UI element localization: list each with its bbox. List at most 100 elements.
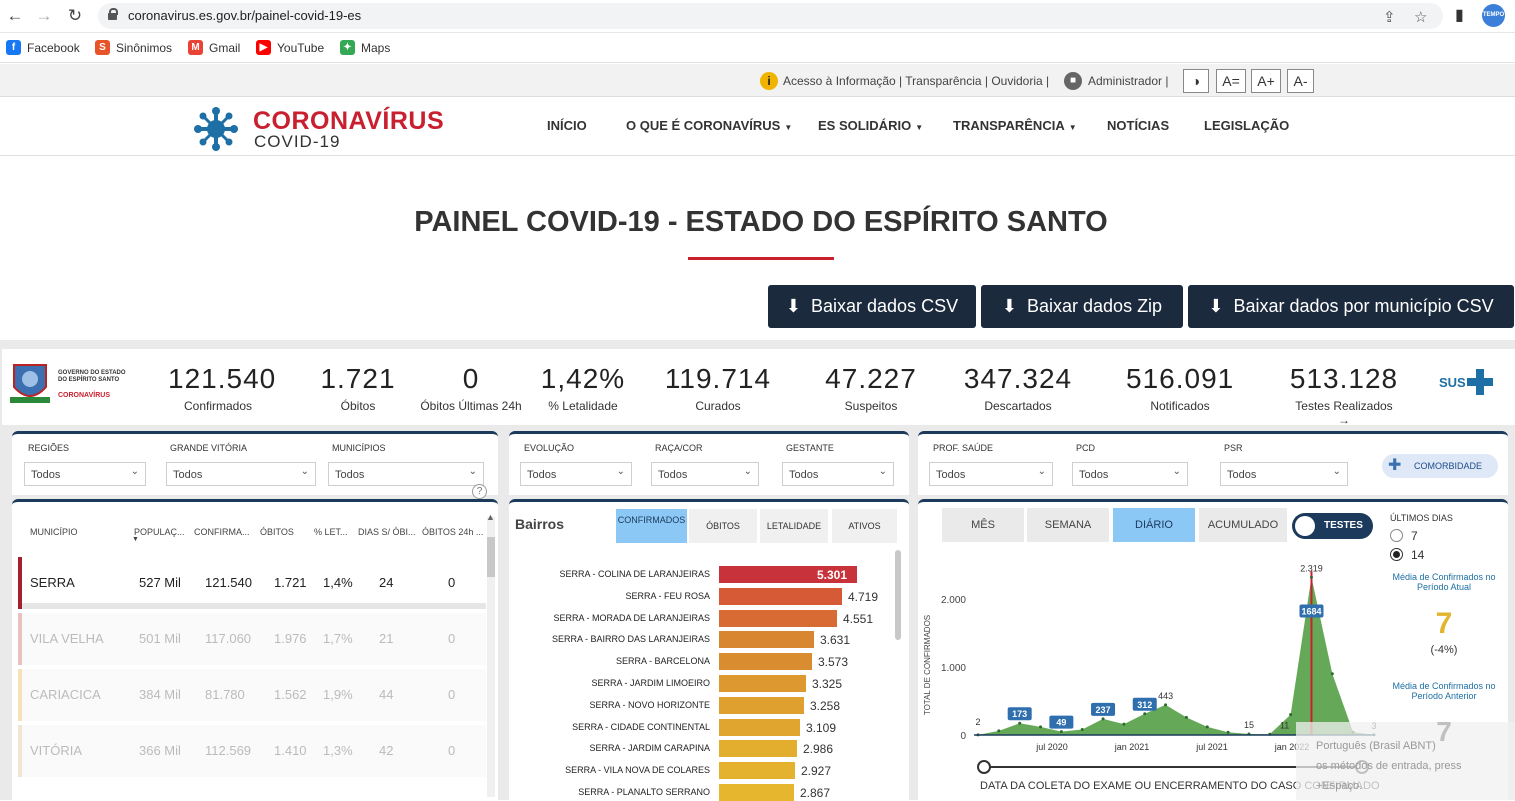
bairros-tab-3[interactable]: ATIVOS	[832, 509, 897, 543]
address-bar[interactable]: coronavirus.es.gov.br/painel-covid-19-es…	[98, 3, 1443, 29]
table-row[interactable]: VITÓRIA 366 Mil 112.569 1.410 1,3% 42 0	[18, 725, 486, 777]
nav-item-4[interactable]: NOTÍCIAS	[1107, 118, 1169, 133]
data-point[interactable]	[1184, 715, 1188, 719]
filter-select[interactable]: Todos ⌄	[166, 462, 316, 486]
nav-item-0[interactable]: INÍCIO	[547, 118, 587, 133]
font-increase-button[interactable]: A+	[1251, 69, 1281, 93]
data-point[interactable]	[1226, 730, 1230, 734]
chart-tab-3[interactable]: ACUMULADO	[1199, 508, 1287, 542]
bookmark-star-icon[interactable]: ☆	[1414, 9, 1428, 26]
column-header[interactable]: ÓBITOS 24h ...	[422, 527, 484, 537]
column-header[interactable]: POPULAÇ...	[134, 527, 185, 537]
admin-link[interactable]: Administrador |	[1088, 74, 1169, 88]
filter-select[interactable]: Todos ⌄	[1220, 462, 1348, 486]
data-point[interactable]	[1143, 712, 1147, 716]
table-scrollbar[interactable]	[487, 517, 495, 797]
font-decrease-button[interactable]: A-	[1287, 69, 1314, 93]
bairro-bar[interactable]	[719, 696, 804, 714]
bairros-tab-1[interactable]: ÓBITOS	[689, 509, 757, 543]
data-point[interactable]	[1018, 721, 1022, 725]
table-row[interactable]: VILA VELHA 501 Mil 117.060 1.976 1,7% 21 0	[18, 613, 486, 665]
access-links[interactable]: Acesso à Informação | Transparência | Ou…	[783, 74, 1050, 88]
bairro-bar[interactable]	[719, 718, 800, 736]
bairros-tab-2[interactable]: LETALIDADE	[760, 509, 828, 543]
download-municipio-csv-button[interactable]: ⬇ Baixar dados por município CSV	[1188, 285, 1514, 328]
reload-icon[interactable]: ↻	[67, 6, 83, 25]
download-zip-button[interactable]: ⬇ Baixar dados Zip	[981, 285, 1183, 328]
bairro-bar[interactable]	[719, 587, 842, 605]
profile-avatar[interactable]: TEMPO NOVO	[1482, 4, 1505, 41]
filter-select[interactable]: Todos ⌄	[328, 462, 484, 486]
data-point[interactable]	[1289, 713, 1293, 717]
chart-tab-0[interactable]: MÊS	[942, 508, 1024, 542]
data-point[interactable]	[1205, 725, 1209, 729]
page-title: PAINEL COVID-19 - ESTADO DO ESPÍRITO SAN…	[414, 206, 1108, 238]
share-icon[interactable]: ⇪	[1383, 9, 1396, 26]
nav-item-2[interactable]: ES SOLIDÁRIO ▼	[818, 118, 923, 133]
nav-item-3[interactable]: TRANSPARÊNCIA ▼	[953, 118, 1077, 133]
column-header[interactable]: CONFIRMA...	[194, 527, 250, 537]
testes-toggle[interactable]: TESTES	[1292, 513, 1373, 539]
kpi-label: Óbitos	[340, 399, 376, 413]
bookmark-youtube[interactable]: ▶ YouTube	[256, 40, 324, 55]
bookmark-facebook[interactable]: f Facebook	[6, 40, 80, 55]
data-point[interactable]	[1309, 575, 1313, 579]
bookmark-gmail[interactable]: M Gmail	[188, 40, 240, 55]
bairro-bar[interactable]	[719, 762, 795, 780]
help-icon[interactable]: ?	[472, 484, 487, 499]
back-icon[interactable]: ←	[6, 6, 24, 25]
contrast-button[interactable]: ◑	[1183, 69, 1209, 93]
font-reset-button[interactable]: A=	[1216, 69, 1246, 93]
filter-select[interactable]: Todos ⌄	[651, 462, 759, 486]
column-header[interactable]: % LET...	[314, 527, 348, 537]
bairro-bar[interactable]	[719, 675, 806, 692]
column-header[interactable]: ÓBITOS	[260, 527, 294, 537]
comorbidade-button[interactable]: ✚ COMORBIDADE	[1382, 454, 1498, 478]
table-row[interactable]: SERRA 527 Mil 121.540 1.721 1,4% 24 0	[18, 557, 486, 609]
nav-item-5[interactable]: LEGISLAÇÃO	[1204, 118, 1289, 133]
data-point[interactable]	[1122, 722, 1126, 726]
chart-tab-2[interactable]: DIÁRIO	[1113, 508, 1195, 542]
bairro-bar[interactable]	[719, 566, 857, 583]
bairro-bar[interactable]	[719, 653, 812, 671]
data-point[interactable]	[1330, 672, 1334, 676]
chart-tab-1[interactable]: SEMANA	[1027, 508, 1109, 542]
filter-select[interactable]: Todos ⌄	[520, 462, 632, 486]
filter-select[interactable]: Todos ⌄	[24, 462, 146, 486]
bairro-bar[interactable]	[719, 740, 797, 758]
scroll-up-icon[interactable]: ▲	[486, 512, 495, 522]
side-panel-icon[interactable]: ▮	[1455, 7, 1464, 24]
bairro-bar[interactable]	[719, 609, 837, 627]
column-header[interactable]: MUNICÍPIO	[30, 527, 78, 537]
range-start-handle[interactable]	[977, 760, 991, 774]
sort-desc-icon[interactable]: ▼	[132, 536, 139, 543]
nav-item-1[interactable]: O QUE É CORONAVÍRUS ▼	[626, 118, 792, 133]
data-point[interactable]	[1039, 725, 1043, 729]
kpi-8[interactable]: 513.128 Testes Realizados →	[1288, 363, 1400, 427]
cell-confirmados: 117.060	[205, 631, 252, 646]
filter-select[interactable]: Todos ⌄	[782, 462, 894, 486]
bairros-tab-0[interactable]: CONFIRMADOS	[616, 509, 687, 543]
data-point[interactable]	[1101, 717, 1105, 721]
data-point[interactable]	[1080, 728, 1084, 732]
logo-title[interactable]: CORONAVÍRUS	[253, 107, 445, 135]
filter-select[interactable]: Todos ⌄	[1072, 462, 1188, 486]
table-row[interactable]: CARIACICA 384 Mil 81.780 1.562 1,9% 44 0	[18, 669, 486, 721]
download-csv-button[interactable]: ⬇ Baixar dados CSV	[768, 285, 976, 328]
bairro-bar[interactable]	[719, 631, 814, 649]
data-point[interactable]	[1164, 703, 1168, 707]
data-point[interactable]	[1059, 730, 1063, 734]
filter-select[interactable]: Todos ⌄	[929, 462, 1053, 486]
annotation-box	[1007, 707, 1032, 721]
bookmark-sinônimos[interactable]: S Sinônimos	[95, 40, 172, 55]
radio-7[interactable]	[1390, 529, 1403, 542]
bookmark-maps[interactable]: ✦ Maps	[340, 40, 390, 55]
bairro-bar[interactable]	[719, 784, 794, 801]
column-header[interactable]: DIAS S/ ÓBI...	[358, 527, 416, 537]
kpi-label: Notificados	[1150, 399, 1210, 413]
forward-icon[interactable]: →	[35, 6, 53, 25]
bairros-scrollbar[interactable]	[895, 550, 901, 640]
data-point[interactable]	[997, 729, 1001, 733]
kpi-value: 121.540	[168, 363, 277, 394]
radio-14[interactable]	[1390, 548, 1403, 561]
